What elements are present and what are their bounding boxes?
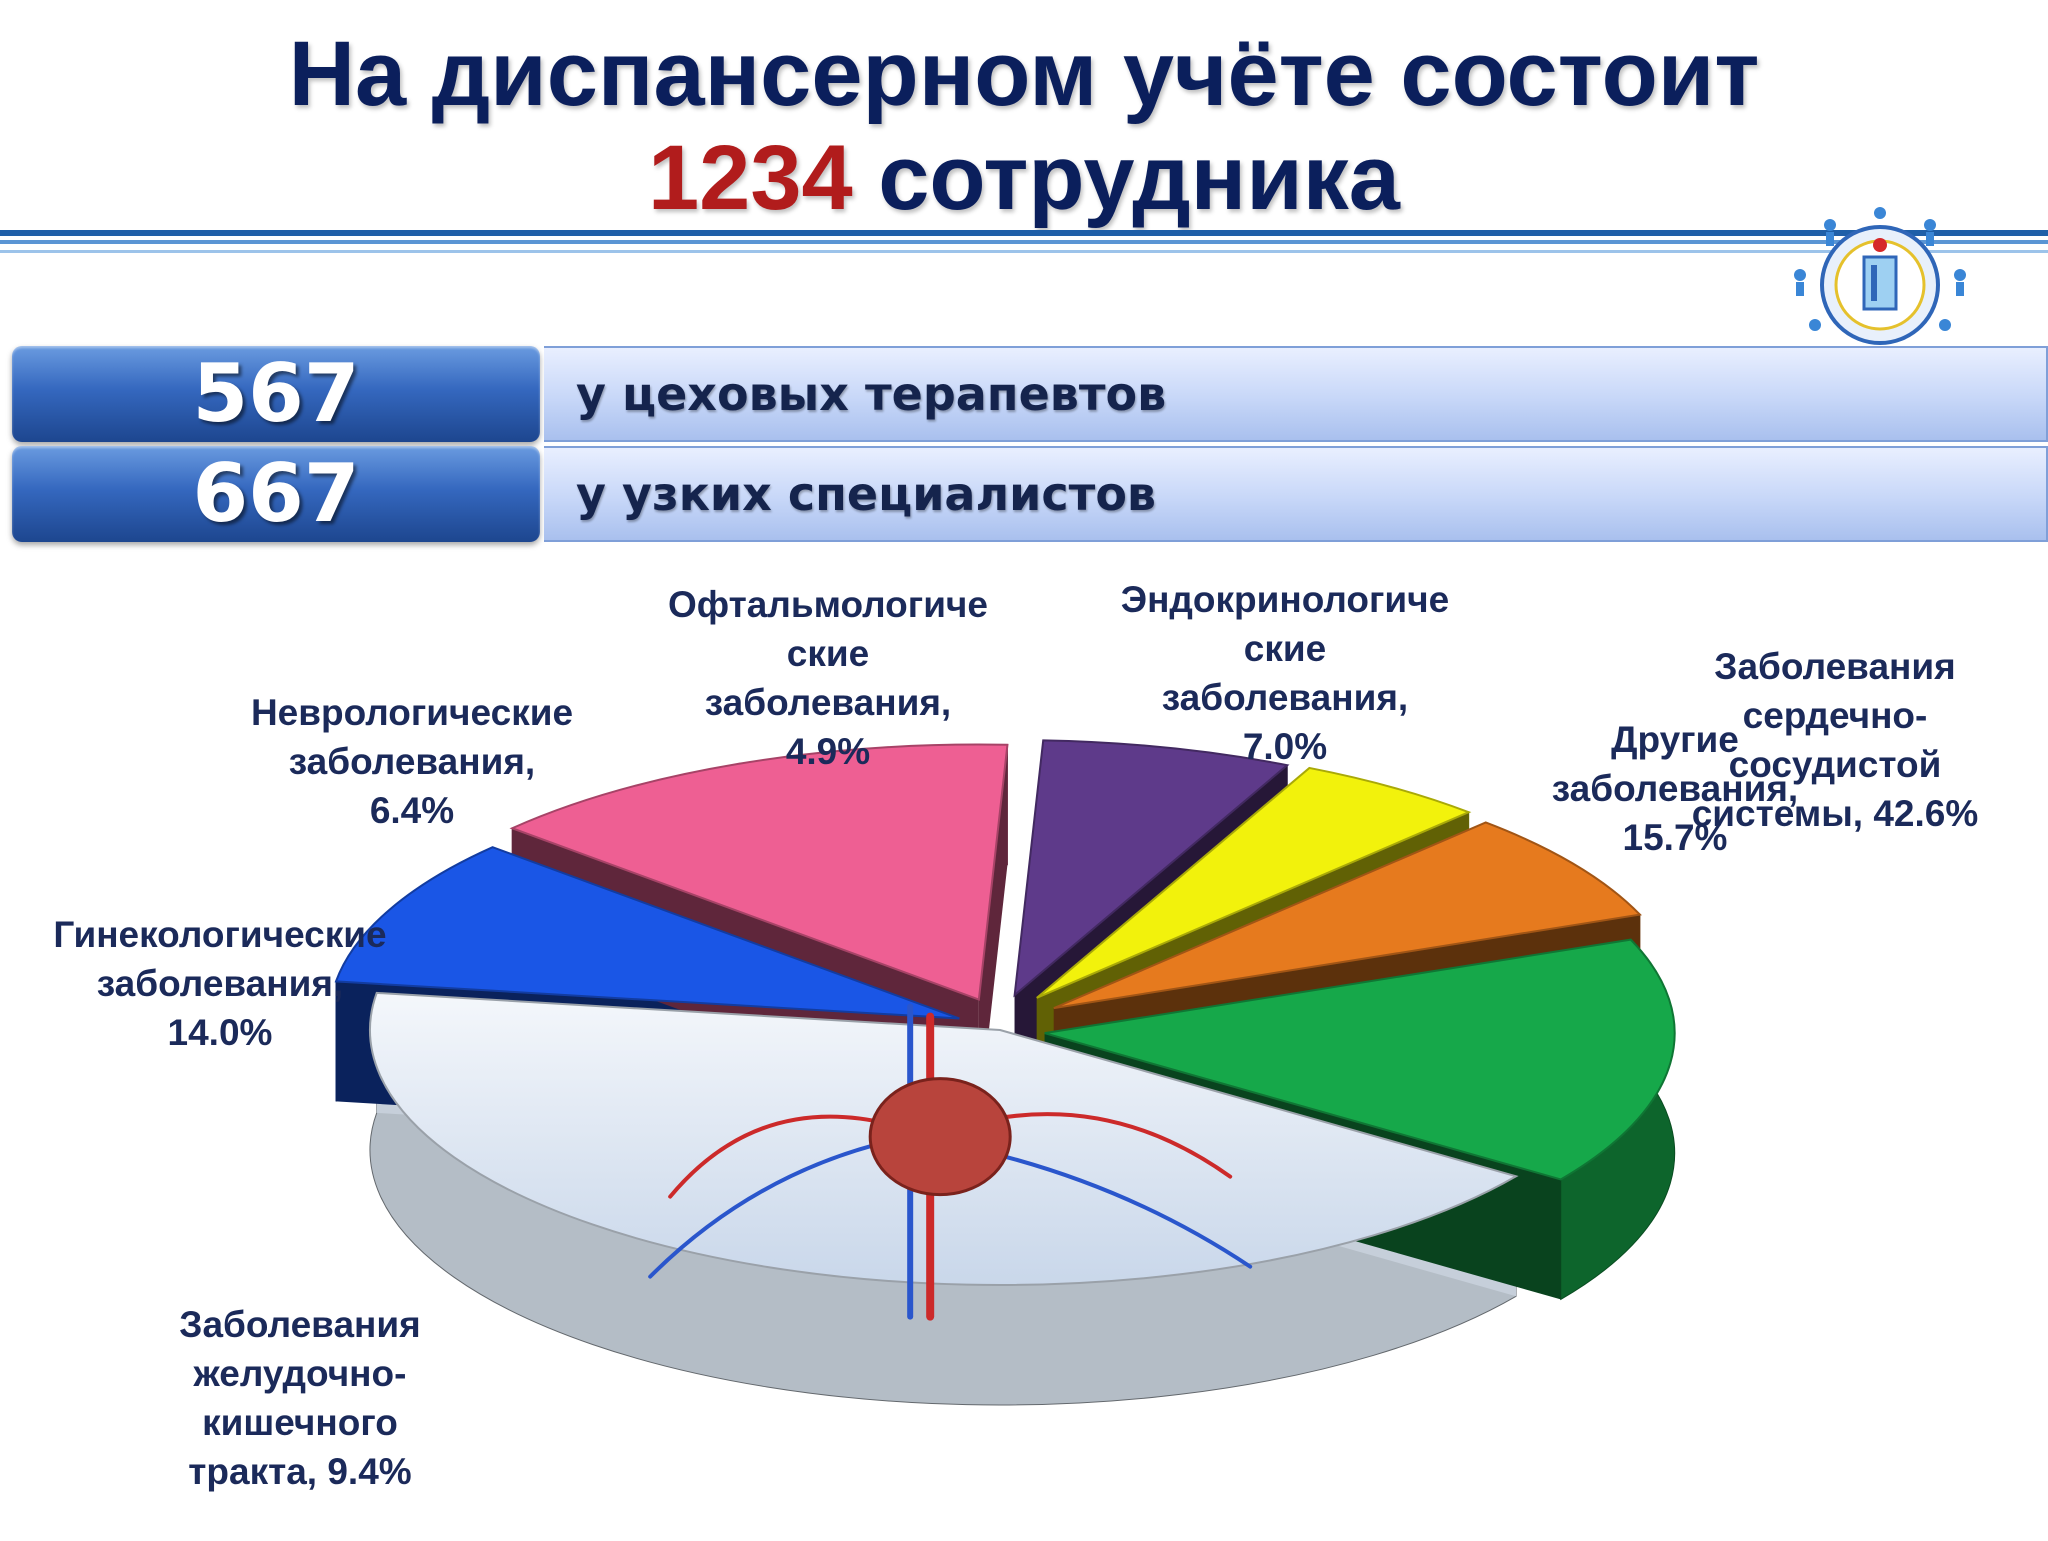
row-therapists: 567 у цеховых терапевтов bbox=[12, 346, 2048, 442]
pie-svg bbox=[334, 739, 1676, 1406]
title-line-1: На диспансерном учёте состоит bbox=[288, 23, 1760, 125]
slice-other bbox=[1044, 938, 1676, 1181]
row-value: 667 bbox=[12, 446, 540, 542]
label-gyneco: Гинекологические заболевания, 14.0% bbox=[53, 914, 387, 1053]
pie-chart bbox=[0, 560, 2048, 1536]
label-gastro: Заболевания желудочно- кишечного тракта,… bbox=[179, 1304, 421, 1492]
slice-gyneco-wall-2 bbox=[978, 744, 1008, 1120]
row-specialists: 667 у узких специалистов bbox=[12, 446, 2048, 542]
heart-icon bbox=[868, 1077, 1012, 1197]
page-title: На диспансерном учёте состоит 1234 сотру… bbox=[0, 22, 2048, 230]
title-line-2: 1234 сотрудника bbox=[0, 126, 2048, 230]
label-other: Другие заболевания, 15.7% bbox=[1551, 719, 1799, 858]
header-divider bbox=[0, 230, 2048, 236]
slice-neuro bbox=[1013, 739, 1290, 998]
row-value: 567 bbox=[12, 346, 540, 442]
label-endocrine: Эндокринологиче ские заболевания, 7.0% bbox=[1120, 579, 1450, 767]
label-cardio: Заболевания сердечно- сосудистой системы… bbox=[1691, 646, 1979, 834]
row-label: у узких специалистов bbox=[544, 446, 2048, 542]
slice-endocrine bbox=[1053, 821, 1642, 1010]
slice-ophthalmo bbox=[1036, 766, 1472, 999]
slice-gastro bbox=[334, 846, 960, 1020]
label-neuro: Неврологические заболевания, 6.4% bbox=[250, 692, 574, 831]
clinic-logo-icon bbox=[1794, 207, 1966, 345]
slice-gyneco bbox=[509, 743, 1009, 1001]
row-label: у цеховых терапевтов bbox=[544, 346, 2048, 442]
label-ophthalmo: Офтальмологиче ские заболевания, 4.9% bbox=[667, 584, 988, 772]
header-divider-3 bbox=[0, 250, 2048, 253]
title-line-2-text: сотрудника bbox=[852, 127, 1400, 229]
header-divider-2 bbox=[0, 240, 2048, 244]
total-count: 1234 bbox=[648, 127, 853, 229]
